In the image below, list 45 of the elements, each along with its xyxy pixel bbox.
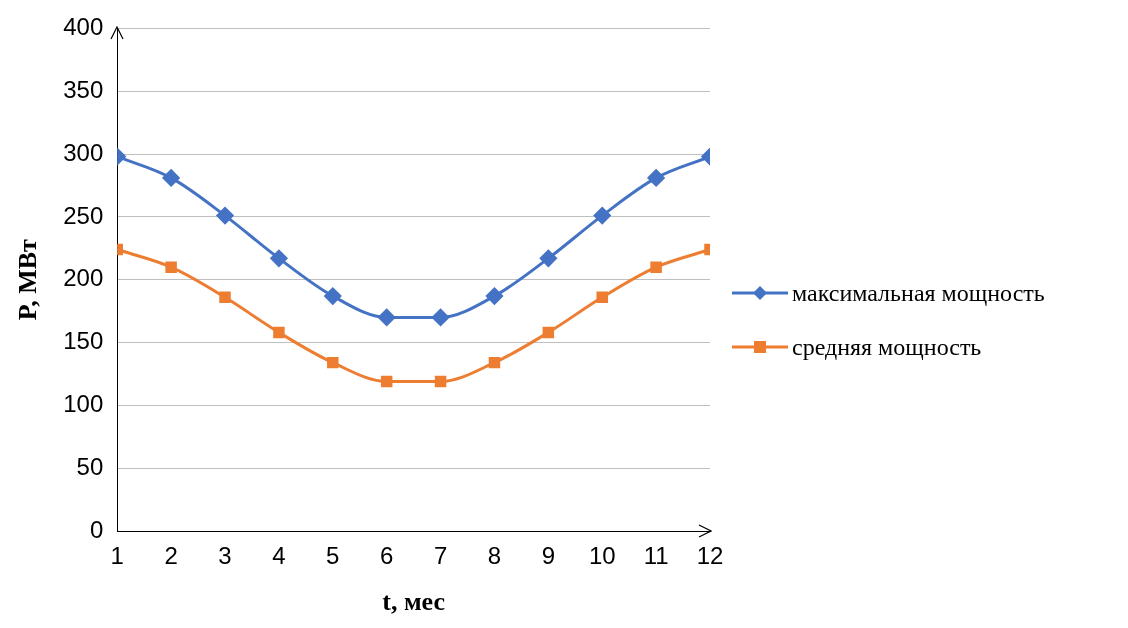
point	[432, 308, 450, 326]
point	[219, 291, 231, 304]
x-tick-label: 6	[380, 542, 394, 570]
point	[273, 326, 285, 339]
y-axis-title: P, МВт	[13, 238, 43, 321]
point	[270, 249, 288, 267]
point	[647, 169, 665, 187]
y-tick-label: 400	[63, 13, 104, 41]
y-tick-label: 250	[63, 201, 104, 229]
y-tick-label: 300	[63, 138, 104, 166]
point	[165, 261, 177, 273]
point	[378, 308, 396, 326]
x-tick-label: 8	[487, 542, 502, 570]
y-tick-label: 0	[89, 515, 104, 543]
x-tick-label: 3	[218, 542, 232, 570]
y-tick-label: 50	[76, 452, 104, 480]
point	[485, 287, 503, 305]
x-tick-label: 12	[696, 542, 724, 570]
x-tick-label: 5	[326, 542, 340, 570]
legend-label: максимальная мощность	[792, 279, 1045, 307]
x-tick-label: 9	[541, 542, 556, 570]
point	[542, 326, 555, 339]
y-tick-label: 200	[63, 264, 104, 292]
point	[593, 207, 611, 225]
point	[488, 356, 501, 369]
y-tick-label: 350	[63, 75, 104, 103]
x-tick-label: 2	[164, 542, 178, 570]
y-tick-label: 150	[63, 327, 104, 355]
x-axis-title: t, мес	[382, 587, 445, 617]
y-tick-label: 100	[63, 389, 104, 417]
x-tick-label: 4	[272, 542, 286, 570]
x-tick-label: 11	[643, 542, 669, 570]
point	[434, 375, 447, 388]
point	[539, 249, 557, 267]
point	[596, 291, 608, 304]
legend-label: средняя мощность	[792, 333, 982, 361]
point	[327, 356, 339, 369]
x-tick-label: 7	[433, 542, 448, 570]
point	[162, 169, 180, 187]
point	[324, 287, 342, 305]
point	[650, 261, 662, 273]
x-tick-label: 10	[588, 542, 616, 570]
x-tick-label: 1	[110, 542, 124, 570]
point	[216, 207, 234, 225]
point	[380, 375, 393, 388]
